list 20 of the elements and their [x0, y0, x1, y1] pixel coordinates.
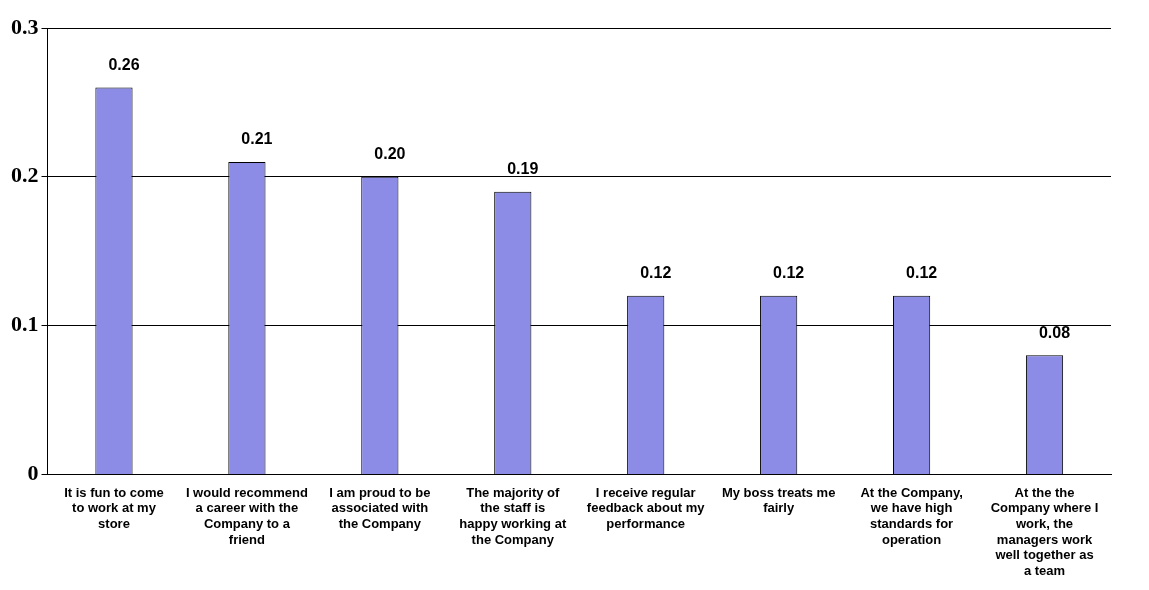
x-tick-label: I would recommend a career with the Company to a friend: [185, 484, 308, 547]
x-tick-label: My boss treats me fairly: [721, 484, 836, 516]
x-tick-label: The majority of the staff is happy working at the Company: [459, 484, 567, 547]
x-tick-label: I am proud to be associated with the Company: [329, 484, 431, 531]
x-tick-label: I receive regular feedback about my performance: [586, 484, 706, 531]
data-label: 0.12: [640, 264, 672, 282]
x-tick-label: It is fun to come to work at my store: [64, 484, 164, 531]
y-tick-label: 0: [27, 460, 39, 486]
data-label: 0.12: [906, 264, 938, 282]
data-label: 0.20: [374, 145, 406, 163]
y-tick-label: 0.2: [11, 162, 39, 188]
data-label: 0.26: [108, 55, 140, 73]
x-tick-label: At the the Company where I work, the managers work well together as a team: [990, 484, 1099, 578]
y-tick-label: 0.3: [11, 13, 39, 39]
data-label: 0.21: [241, 130, 273, 148]
x-tick-label: At the Company, we have high standards for operation: [860, 484, 963, 547]
data-label: 0.19: [507, 160, 539, 178]
y-tick-label: 0.1: [11, 311, 39, 337]
data-label: 0.12: [773, 264, 805, 282]
data-label: 0.08: [1038, 323, 1071, 341]
